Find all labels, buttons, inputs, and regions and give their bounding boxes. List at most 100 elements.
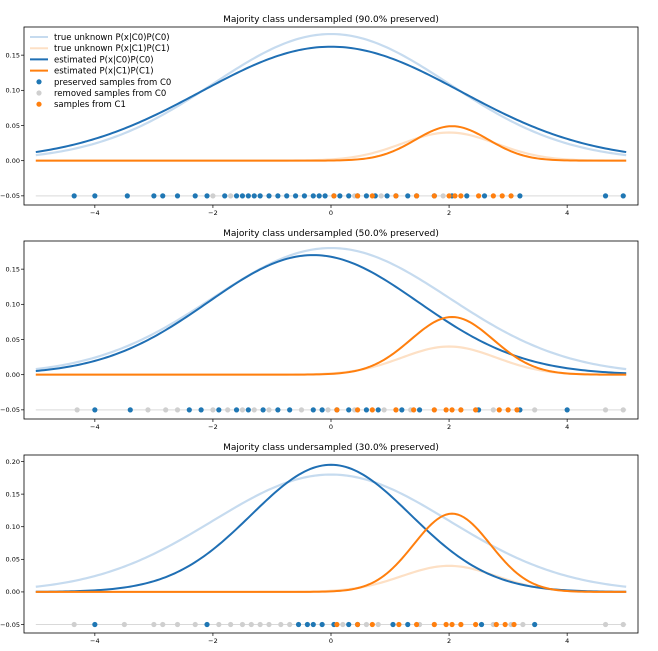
subplot-2: Majority class undersampled (50.0% prese… <box>0 229 639 431</box>
preserved-c0-sample <box>384 193 390 199</box>
preserved-c0-sample <box>233 407 240 413</box>
curve-est-c1 <box>35 125 627 162</box>
preserved-c0-sample <box>127 407 133 413</box>
c1-sample <box>449 407 455 413</box>
preserved-c0-sample <box>216 407 222 413</box>
preserved-c0-sample <box>245 407 251 413</box>
c1-sample <box>449 621 455 628</box>
c1-sample <box>443 621 449 628</box>
removed-c0-sample <box>602 621 609 628</box>
legend-label: estimated P(x|C1)P(C1) <box>54 67 154 77</box>
y-tick-label: 0.15 <box>6 490 20 498</box>
preserved-c0-sample <box>260 407 266 413</box>
c1-sample <box>446 193 452 199</box>
c1-sample <box>393 193 399 199</box>
preserved-c0-sample <box>92 193 98 199</box>
y-tick-label: 0.15 <box>6 265 20 273</box>
x-tick-label: −2 <box>208 423 218 431</box>
preserved-c0-sample <box>92 407 98 413</box>
subplot-title: Majority class undersampled (30.0% prese… <box>223 443 439 453</box>
c1-sample <box>331 193 337 199</box>
c1-sample <box>499 193 505 199</box>
preserved-c0-sample <box>204 193 210 199</box>
preserved-c0-sample <box>346 621 352 628</box>
c1-sample <box>508 193 514 199</box>
removed-c0-sample <box>239 621 246 628</box>
c1-sample <box>505 407 511 413</box>
legend-swatch-dot <box>36 90 42 96</box>
axes-frame <box>23 240 639 420</box>
removed-c0-sample <box>71 621 77 628</box>
c1-sample <box>490 193 496 199</box>
preserved-c0-sample <box>390 621 396 628</box>
c1-sample <box>475 193 482 199</box>
curve-true-c1 <box>35 131 627 162</box>
removed-c0-sample <box>216 621 222 628</box>
preserved-c0-sample <box>478 621 485 628</box>
removed-c0-sample <box>151 621 157 628</box>
preserved-c0-sample <box>363 193 370 199</box>
preserved-c0-sample <box>319 407 325 413</box>
preserved-c0-sample <box>564 407 570 413</box>
c1-sample <box>369 621 375 628</box>
removed-c0-sample <box>340 621 346 628</box>
x-tick-label: −4 <box>90 209 100 217</box>
x-tick-label: 4 <box>565 209 569 217</box>
axes-frame <box>23 454 639 634</box>
y-tick-label: 0.20 <box>6 458 20 466</box>
preserved-c0-sample <box>204 621 210 628</box>
removed-c0-sample <box>620 407 626 413</box>
removed-c0-sample <box>225 407 231 413</box>
preserved-c0-sample <box>151 193 157 199</box>
c1-sample <box>414 193 420 199</box>
y-tick-label: 0.10 <box>6 87 20 95</box>
legend-label: true unknown P(x|C0)P(C0) <box>54 33 170 43</box>
removed-c0-sample <box>266 621 272 628</box>
c1-sample <box>502 621 508 628</box>
preserved-c0-sample <box>337 193 343 199</box>
y-tick-label: 0.05 <box>6 556 20 564</box>
removed-c0-sample <box>278 621 284 628</box>
preserved-c0-sample <box>517 193 523 199</box>
removed-c0-sample <box>239 407 246 413</box>
c1-sample <box>354 407 361 413</box>
preserved-c0-sample <box>192 193 198 199</box>
c1-sample <box>443 407 449 413</box>
c1-sample <box>334 621 340 628</box>
removed-c0-sample <box>74 407 80 413</box>
removed-c0-sample <box>381 407 387 413</box>
removed-c0-sample <box>298 407 305 413</box>
x-tick-label: 0 <box>329 209 333 217</box>
c1-sample <box>493 621 499 628</box>
removed-c0-sample <box>192 621 198 628</box>
removed-c0-sample <box>228 193 234 199</box>
preserved-c0-sample <box>257 193 263 199</box>
x-tick-label: 2 <box>447 423 451 431</box>
x-tick-label: 4 <box>565 637 569 645</box>
y-tick-label: 0.10 <box>6 523 20 531</box>
preserved-c0-sample <box>375 407 381 413</box>
preserved-c0-sample <box>251 193 257 199</box>
subplot-title: Majority class undersampled (90.0% prese… <box>223 15 439 25</box>
removed-c0-sample <box>520 621 526 628</box>
legend-swatch-dot <box>36 79 42 85</box>
c1-sample <box>334 407 340 413</box>
c1-sample <box>458 193 464 199</box>
curve-true-c0 <box>35 473 627 588</box>
x-tick-label: 4 <box>565 423 569 431</box>
legend-label: true unknown P(x|C1)P(C1) <box>54 44 170 54</box>
removed-c0-sample <box>251 407 257 413</box>
removed-c0-sample <box>375 621 381 628</box>
removed-c0-sample <box>257 621 263 628</box>
removed-c0-sample <box>266 407 272 413</box>
x-tick-label: 0 <box>329 637 333 645</box>
c1-sample <box>496 407 502 413</box>
x-tick-label: 2 <box>447 637 451 645</box>
c1-sample <box>431 407 437 413</box>
c1-sample <box>393 407 399 413</box>
preserved-c0-sample <box>284 193 290 199</box>
removed-c0-sample <box>620 621 626 628</box>
preserved-c0-sample <box>71 193 77 199</box>
preserved-c0-sample <box>266 193 272 199</box>
preserved-c0-sample <box>346 407 352 413</box>
